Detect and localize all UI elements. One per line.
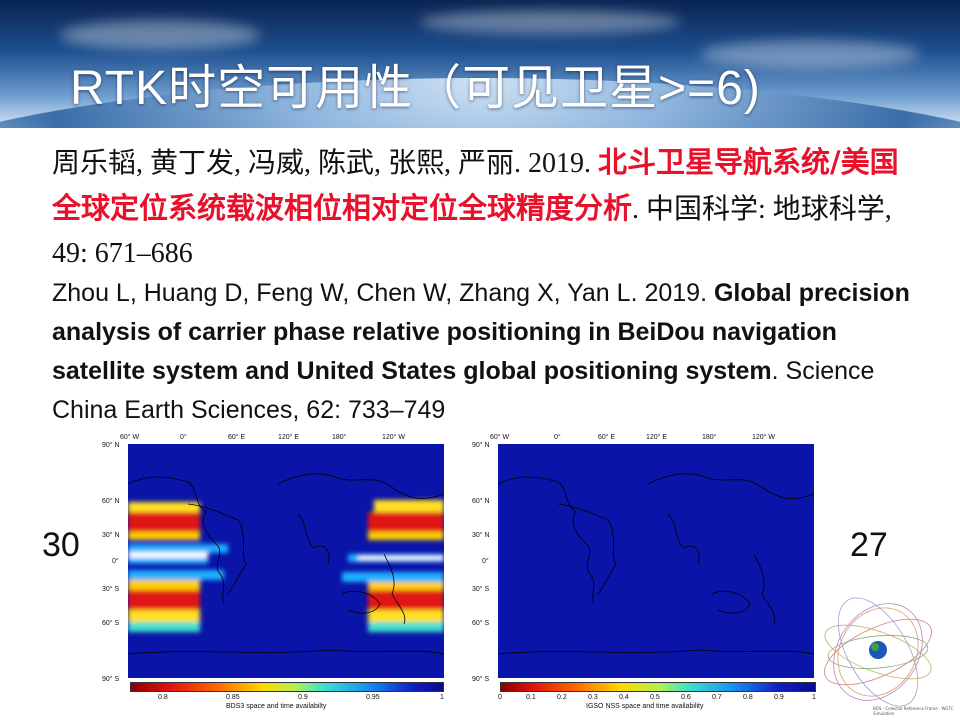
colorbar-tick: 0.2 (557, 694, 567, 701)
lat-label: 30° N (472, 532, 490, 539)
lon-label: 120° E (278, 434, 300, 441)
coastlines (128, 473, 444, 655)
lat-label: 30° S (102, 586, 120, 593)
lon-label: 180° (332, 434, 347, 441)
left-satellite-count: 30 (42, 526, 80, 564)
slide-title: RTK时空可用性（可见卫星>=6) (70, 62, 761, 115)
lon-label: 120° W (752, 434, 776, 441)
reference-cn: 周乐韬, 黄丁发, 冯威, 陈武, 张熙, 严丽. 2019. 北斗卫星导航系统… (52, 140, 912, 276)
lat-label: 60° S (472, 620, 490, 627)
map-plot-area (498, 444, 814, 678)
reference-en: Zhou L, Huang D, Feng W, Chen W, Zhang X… (52, 274, 922, 430)
colorbar-tick: 0.9 (774, 694, 784, 701)
header-banner (0, 0, 960, 128)
lat-label: 90° S (472, 676, 490, 683)
lat-label: 60° N (102, 498, 120, 505)
colorbar-tick: 0.9 (298, 694, 308, 701)
lon-label: 120° W (382, 434, 406, 441)
availability-heat-bands (128, 500, 444, 632)
ref-en-tail: . Science China Earth Sciences, 62: 733–… (52, 357, 875, 424)
map-caption: IGSO NSS space and time availability (586, 703, 704, 710)
colorbar-tick: 0.95 (366, 694, 380, 701)
lat-label: 0° (482, 558, 489, 565)
lon-label: 60° E (598, 434, 616, 441)
colorbar-tick: 0.85 (226, 694, 240, 701)
lon-label: 0° (180, 434, 187, 441)
lat-label: 90° N (472, 442, 490, 449)
lat-label: 60° N (472, 498, 490, 505)
ref-en-title: Global precision analysis of carrier pha… (52, 279, 910, 385)
lat-label: 90° S (102, 676, 120, 683)
igso-availability-map: 60° W 0° 60° E 120° E 180° 120° W 90° N … (470, 432, 830, 720)
lon-label: 60° W (490, 434, 510, 441)
map-caption: BDS3 space and time availabilty (226, 703, 327, 710)
lat-label: 60° S (102, 620, 120, 627)
colorbar-tick: 0.5 (650, 694, 660, 701)
earth-icon (869, 641, 887, 659)
colorbar-tick: 0.4 (619, 694, 629, 701)
colorbar (500, 682, 816, 692)
lon-label: 180° (702, 434, 717, 441)
lon-label: 60° E (228, 434, 246, 441)
lon-label: 120° E (646, 434, 668, 441)
colorbar-tick: 1 (812, 694, 816, 701)
ref-cn-tail: . 中国科学: 地球科学, 49: 671–686 (52, 194, 892, 269)
ref-cn-title: 北斗卫星导航系统/美国全球定位系统载波相位相对定位全球精度分析 (52, 145, 899, 225)
colorbar-tick: 0.8 (743, 694, 753, 701)
colorbar-tick: 0.3 (588, 694, 598, 701)
lon-label: 60° W (120, 434, 140, 441)
lat-label: 30° S (472, 586, 490, 593)
colorbar-tick: 1 (440, 694, 444, 701)
ref-cn-authors: 周乐韬, 黄丁发, 冯威, 陈武, 张熙, 严丽. 2019. (52, 148, 599, 179)
colorbar-tick: 0.7 (712, 694, 722, 701)
lon-label: 0° (554, 434, 561, 441)
lat-label: 90° N (102, 442, 120, 449)
right-satellite-count: 27 (850, 526, 888, 564)
colorbar-tick: 0.6 (681, 694, 691, 701)
colorbar-tick: 0.1 (526, 694, 536, 701)
bds3-availability-map: 60° W 0° 60° E 120° E 180° 120° W 90° N … (98, 432, 460, 720)
ref-en-authors: Zhou L, Huang D, Feng W, Chen W, Zhang X… (52, 279, 714, 307)
lat-label: 0° (112, 558, 119, 565)
colorbar-tick: 0 (498, 694, 502, 701)
colorbar-tick: 0.8 (158, 694, 168, 701)
satellite-orbit-figure (818, 590, 960, 720)
map-plot-area (128, 444, 444, 678)
orbit-caption: BDS - Celestial Reference Frame · WGTC S… (873, 706, 954, 716)
colorbar (130, 682, 444, 692)
lat-label: 30° N (102, 532, 120, 539)
coastlines (498, 473, 814, 655)
